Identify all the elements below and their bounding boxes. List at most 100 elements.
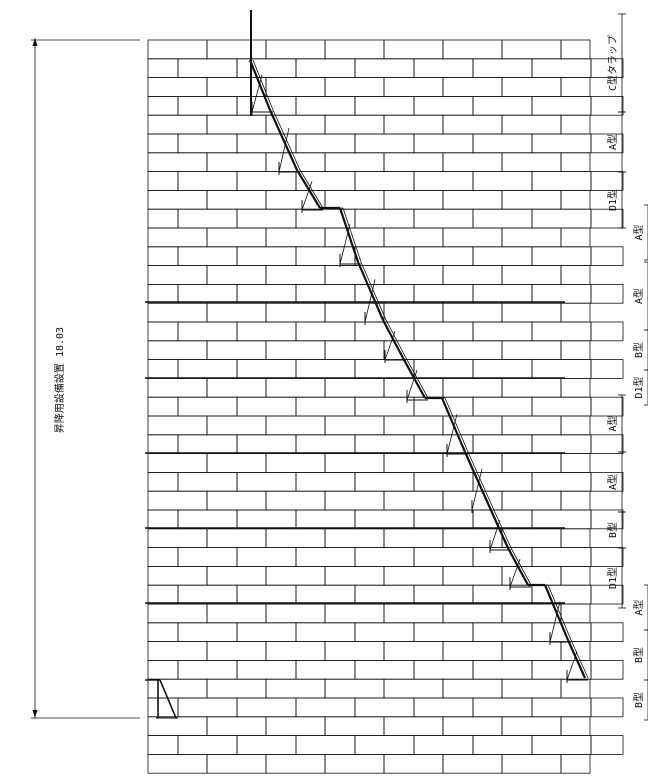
brick: [295, 133, 356, 154]
brick: [265, 716, 326, 736]
brick: [147, 471, 179, 492]
brick: [442, 377, 503, 398]
brick: [236, 283, 297, 304]
brick: [531, 96, 592, 116]
brick: [236, 697, 297, 718]
brick: [383, 39, 444, 60]
brick: [590, 58, 624, 78]
brick: [354, 283, 415, 304]
brick: [295, 283, 356, 304]
brick: [383, 77, 444, 97]
brick: [324, 678, 385, 699]
brick: [413, 246, 474, 267]
brick: [472, 697, 533, 718]
brick: [383, 641, 444, 661]
brick: [501, 340, 562, 360]
brick: [265, 265, 326, 285]
brick: [265, 528, 326, 548]
brick: [531, 246, 592, 267]
brick: [354, 622, 415, 642]
brick: [147, 754, 208, 774]
brick: [177, 622, 238, 642]
brick: [324, 603, 385, 624]
brick: [383, 453, 444, 473]
stair-unit: [507, 547, 532, 590]
brick: [442, 227, 503, 248]
brick-row: [147, 227, 591, 248]
brick: [177, 359, 238, 379]
stair-unit: [463, 451, 494, 513]
brick: [501, 152, 562, 173]
brick: [590, 321, 624, 342]
brick: [147, 246, 179, 267]
brick: [324, 377, 385, 398]
brick: [147, 584, 179, 605]
brick: [206, 377, 267, 398]
brick: [236, 434, 297, 454]
brick: [177, 509, 238, 530]
segment-label: C型タラップ: [606, 13, 626, 113]
brick: [501, 716, 562, 736]
brick: [206, 415, 267, 436]
brick: [147, 716, 208, 736]
brick: [590, 509, 624, 530]
brick-row: [147, 283, 624, 304]
brick-row: [147, 697, 624, 718]
brick: [472, 133, 533, 154]
brick: [501, 641, 562, 661]
brick: [147, 283, 179, 304]
brick: [324, 265, 385, 285]
brick: [531, 735, 592, 755]
brick: [295, 434, 356, 454]
brick: [590, 208, 624, 229]
brick: [501, 377, 562, 398]
brick: [501, 77, 562, 97]
brick: [147, 189, 208, 210]
brick-row: [147, 641, 591, 661]
brick-row: [147, 396, 624, 417]
brick: [265, 39, 326, 60]
brick: [147, 453, 208, 473]
brick: [177, 96, 238, 116]
brick-row: [147, 189, 591, 210]
dimension-label: 昇降用設備設置 18.03: [53, 327, 66, 433]
brick: [324, 189, 385, 210]
brick: [147, 603, 208, 624]
brick: [206, 603, 267, 624]
brick: [295, 471, 356, 492]
brick-row: [147, 434, 624, 454]
brick: [590, 660, 624, 680]
brick: [236, 735, 297, 755]
brick: [206, 453, 267, 473]
brick: [177, 735, 238, 755]
brick: [501, 678, 562, 699]
brick: [472, 396, 533, 417]
brick: [265, 754, 326, 774]
brick-row: [147, 471, 624, 492]
brick: [177, 660, 238, 680]
brick: [472, 58, 533, 78]
segment-type-text: D1型: [606, 567, 619, 589]
brick: [147, 114, 208, 135]
brick: [472, 622, 533, 642]
brick-row: [147, 133, 624, 154]
brick: [560, 152, 591, 173]
brick: [442, 528, 503, 548]
segment-type-text: A型: [606, 134, 619, 150]
brick: [324, 490, 385, 511]
brick: [206, 490, 267, 511]
brick-row: [147, 622, 624, 642]
brick-row: [147, 58, 624, 78]
brick: [147, 415, 208, 436]
segment-label: D1型: [632, 369, 648, 406]
brick: [324, 754, 385, 774]
brick: [383, 114, 444, 135]
brick: [590, 359, 624, 379]
brick: [501, 453, 562, 473]
brick: [177, 396, 238, 417]
segment-label: B型: [632, 629, 648, 681]
brick: [560, 265, 591, 285]
brick: [236, 584, 297, 605]
brick: [147, 528, 208, 548]
brick: [560, 39, 591, 60]
